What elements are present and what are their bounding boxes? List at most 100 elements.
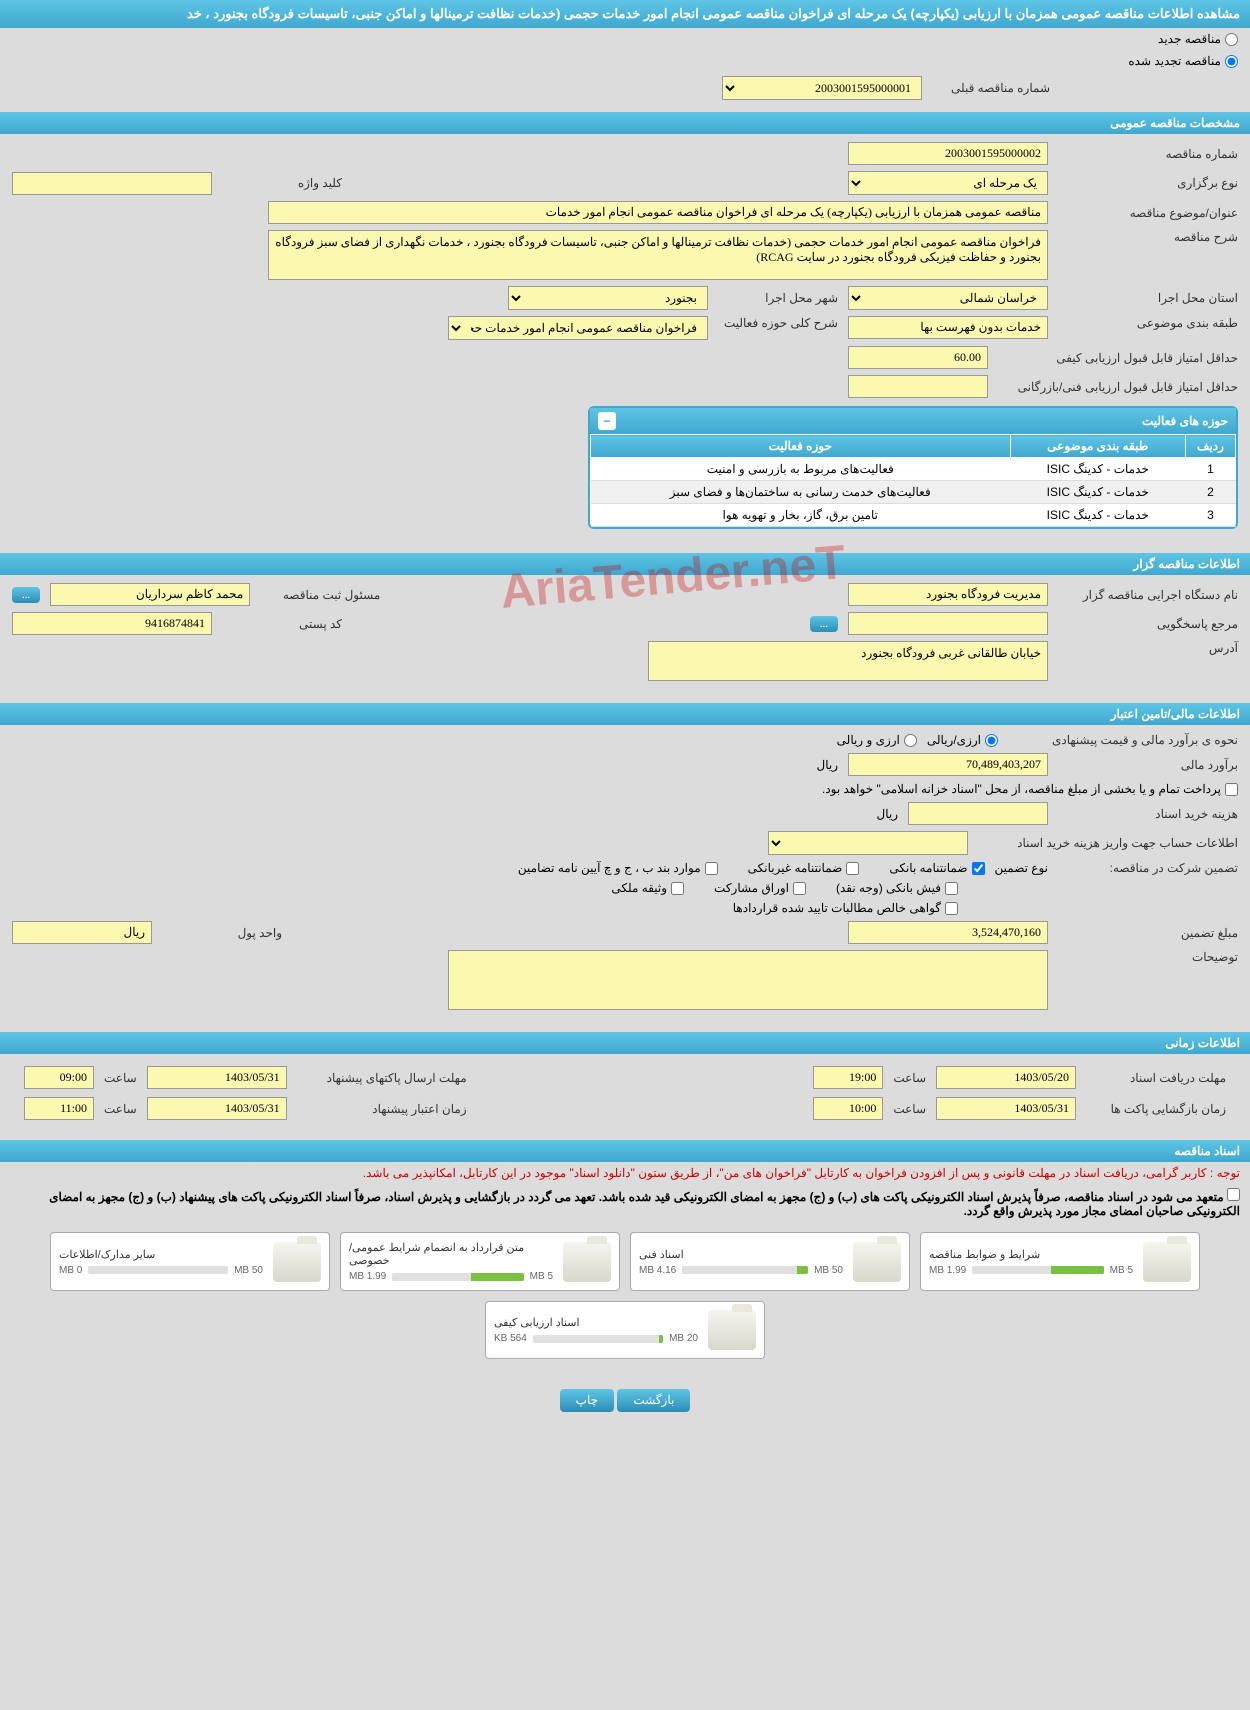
address-textarea[interactable]: خیابان طالقانی غربی فرودگاه بجنورد — [648, 641, 1048, 681]
explain-textarea[interactable] — [448, 950, 1048, 1010]
cost-input[interactable] — [908, 802, 1048, 825]
table-row: 1خدمات - کدینگ ISICفعالیت‌های مربوط به ب… — [591, 458, 1236, 481]
validity-time[interactable] — [24, 1097, 94, 1120]
packet-deadline-label: مهلت ارسال پاکتهای پیشنهاد — [297, 1071, 467, 1085]
contact-label: مرجع پاسخگویی — [1058, 617, 1238, 631]
doc-deadline-date[interactable] — [936, 1066, 1076, 1089]
responsible-more-button[interactable]: ... — [12, 587, 40, 603]
radio-new[interactable]: مناقصه جدید — [1158, 32, 1238, 46]
qual-score-input[interactable] — [848, 346, 988, 369]
activities-title: حوزه های فعالیت — [1142, 414, 1228, 428]
tech-score-input[interactable] — [848, 375, 988, 398]
progress-bar — [682, 1266, 808, 1274]
number-input[interactable] — [848, 142, 1048, 165]
section-financial-header: اطلاعات مالی/تامین اعتبار — [0, 703, 1250, 725]
province-select[interactable]: خراسان شمالی — [848, 286, 1048, 310]
subject-input[interactable] — [268, 201, 1048, 224]
doc-title: شرایط و ضوابط مناقصه — [929, 1248, 1133, 1261]
g7-checkbox[interactable]: گواهی خالص مطالبات تایید شده قراردادها — [733, 901, 958, 915]
unit-label: واحد پول — [162, 926, 282, 940]
doc-deadline-time[interactable] — [813, 1066, 883, 1089]
radio-new-input[interactable] — [1225, 33, 1238, 46]
packet-deadline-time[interactable] — [24, 1066, 94, 1089]
g6-checkbox[interactable]: وثیقه ملکی — [611, 881, 684, 895]
est-type-radio2[interactable]: ارزی و ریالی — [837, 733, 917, 747]
est-input[interactable] — [848, 753, 1048, 776]
folder-icon — [708, 1310, 756, 1350]
province-label: استان محل اجرا — [1058, 291, 1238, 305]
g1-checkbox[interactable]: ضمانتنامه بانکی — [889, 861, 984, 875]
prev-number-select[interactable]: 2003001595000001 — [722, 76, 922, 100]
doc-box[interactable]: اسناد فنی 50 MB 4.16 MB — [630, 1232, 910, 1291]
amount-input[interactable] — [848, 921, 1048, 944]
radio-renewed-label: مناقصه تجدید شده — [1128, 54, 1221, 68]
radio-renewed[interactable]: مناقصه تجدید شده — [1128, 54, 1238, 68]
time-label-3: ساعت — [893, 1102, 926, 1116]
progress-bar — [972, 1266, 1103, 1274]
doc-box[interactable]: سایر مدارک/اطلاعات 50 MB 0 MB — [50, 1232, 330, 1291]
type-label: نوع برگزاری — [1058, 176, 1238, 190]
g5-checkbox[interactable]: اوراق مشارکت — [714, 881, 806, 895]
folder-icon — [853, 1242, 901, 1282]
docs-note-black: متعهد می شود در اسناد مناقصه، صرفاً پذیر… — [0, 1184, 1250, 1222]
folder-icon — [1143, 1242, 1191, 1282]
activity-desc-select[interactable]: فراخوان مناقصه عمومی انجام امور خدمات حج… — [448, 316, 708, 340]
unit-input[interactable] — [12, 921, 152, 944]
keyword-input[interactable] — [12, 172, 212, 195]
g4-checkbox[interactable]: فیش بانکی (وجه نقد) — [836, 881, 958, 895]
cost-label: هزینه خرید اسناد — [1058, 807, 1238, 821]
time-label-4: ساعت — [104, 1102, 137, 1116]
section-holder-header: اطلاعات مناقصه گزار — [0, 553, 1250, 575]
table-row: 3خدمات - کدینگ ISICتامین برق، گاز، بخار … — [591, 504, 1236, 527]
category-input[interactable] — [848, 316, 1048, 339]
est-type-label: نحوه ی برآورد مالی و قیمت پیشنهادی — [1008, 733, 1238, 747]
desc-textarea[interactable]: فراخوان مناقصه عمومی انجام امور خدمات حج… — [268, 230, 1048, 280]
time-label-1: ساعت — [893, 1071, 926, 1085]
collapse-icon[interactable]: − — [598, 412, 616, 430]
org-label: نام دستگاه اجرایی مناقصه گزار — [1058, 588, 1238, 602]
account-select[interactable] — [768, 831, 968, 855]
pay-note-checkbox[interactable]: پرداخت تمام و یا بخشی از مبلغ مناقصه، از… — [822, 782, 1238, 796]
category-label: طبقه بندی موضوعی — [1058, 316, 1238, 330]
contact-input[interactable] — [848, 612, 1048, 635]
qual-score-label: حداقل امتیاز قابل قبول ارزیابی کیفی — [998, 351, 1238, 365]
org-input[interactable] — [848, 583, 1048, 606]
est-currency: ریال — [816, 758, 838, 772]
g3-checkbox[interactable]: موارد بند ب ، ج و چ آیین نامه تضامین — [518, 861, 718, 875]
col-category: طبقه بندی موضوعی — [1010, 435, 1186, 458]
amount-label: مبلغ تضمین — [1058, 926, 1238, 940]
open-time[interactable] — [813, 1097, 883, 1120]
subject-label: عنوان/موضوع مناقصه — [1058, 206, 1238, 220]
packet-deadline-date[interactable] — [147, 1066, 287, 1089]
city-select[interactable]: بجنورد — [508, 286, 708, 310]
commitment-checkbox[interactable] — [1227, 1188, 1240, 1201]
validity-label: زمان اعتبار پیشنهاد — [297, 1102, 467, 1116]
validity-date[interactable] — [147, 1097, 287, 1120]
responsible-label: مسئول ثبت مناقصه — [260, 588, 380, 602]
time-label-2: ساعت — [104, 1071, 137, 1085]
radio-renewed-input[interactable] — [1225, 55, 1238, 68]
prev-number-label: شماره مناقصه قبلی — [930, 81, 1050, 95]
postal-input[interactable] — [12, 612, 212, 635]
est-type-radio1[interactable]: ارزی/ریالی — [927, 733, 998, 747]
doc-title: سایر مدارک/اطلاعات — [59, 1248, 263, 1261]
contact-more-button[interactable]: ... — [810, 616, 838, 632]
doc-box[interactable]: اسناد ارزیابی کیفی 20 MB 564 KB — [485, 1301, 765, 1359]
responsible-input[interactable] — [50, 583, 250, 606]
open-date[interactable] — [936, 1097, 1076, 1120]
docs-note-red: توجه : کاربر گرامی، دریافت اسناد در مهلت… — [0, 1162, 1250, 1184]
guarantee-label: تضمین شرکت در مناقصه: — [1058, 861, 1238, 875]
section-time-header: اطلاعات زمانی — [0, 1032, 1250, 1054]
g2-checkbox[interactable]: ضمانتنامه غیربانکی — [748, 861, 860, 875]
doc-deadline-label: مهلت دریافت اسناد — [1086, 1071, 1226, 1085]
back-button[interactable]: بازگشت — [617, 1389, 690, 1412]
progress-bar — [392, 1273, 523, 1281]
activity-desc-label: شرح کلی حوزه فعالیت — [718, 316, 838, 330]
section-general-header: مشخصات مناقصه عمومی — [0, 112, 1250, 134]
folder-icon — [273, 1242, 321, 1282]
print-button[interactable]: چاپ — [560, 1389, 614, 1412]
doc-box[interactable]: متن قرارداد به انضمام شرایط عمومی/خصوصی … — [340, 1232, 620, 1291]
activities-box: حوزه های فعالیت − ردیف طبقه بندی موضوعی … — [588, 406, 1238, 529]
doc-box[interactable]: شرایط و ضوابط مناقصه 5 MB 1.99 MB — [920, 1232, 1200, 1291]
type-select[interactable]: یک مرحله ای — [848, 171, 1048, 195]
